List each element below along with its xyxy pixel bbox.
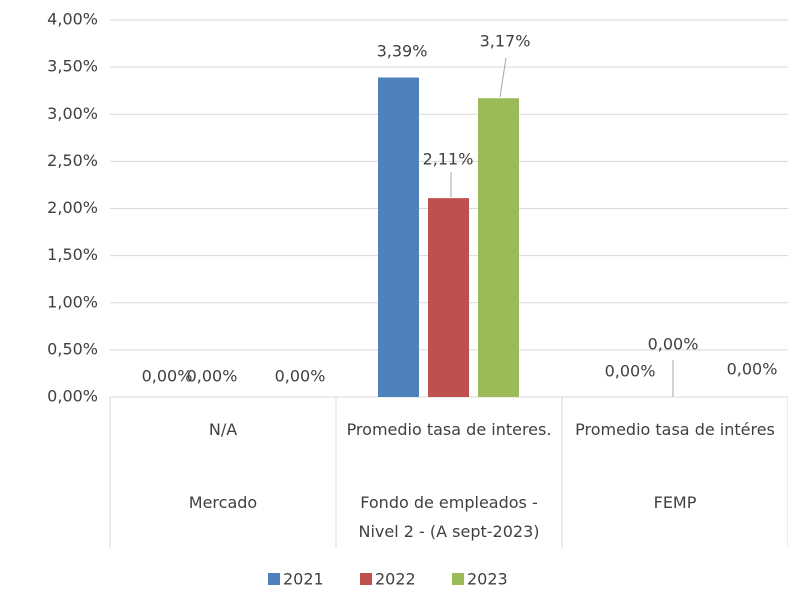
data-label: 3,17% (480, 32, 531, 51)
y-tick-label: 4,00% (47, 10, 98, 29)
y-tick-label: 0,50% (47, 339, 98, 358)
data-label: 0,00% (275, 367, 326, 386)
bar (478, 98, 519, 397)
y-tick-label: 2,50% (47, 151, 98, 170)
leader-line (499, 57, 507, 98)
data-label: 0,00% (727, 360, 778, 379)
bar (428, 198, 469, 397)
x-tick-label: N/A (208, 420, 238, 439)
legend-label: 2023 (467, 570, 508, 589)
y-tick-label: 3,50% (47, 57, 98, 76)
y-tick-label: 1,50% (47, 245, 98, 264)
y-tick-label: 1,00% (47, 292, 98, 311)
data-label: 2,11% (423, 150, 474, 169)
x-group-label: Fondo de empleados - Nivel 2 - (A sept-2… (358, 493, 540, 541)
legend-label: 2021 (283, 570, 324, 589)
legend-swatch (360, 573, 372, 585)
y-tick-label: 2,00% (47, 198, 98, 217)
legend-label: 2022 (375, 570, 416, 589)
x-group-label: FEMP (653, 493, 697, 512)
data-label: 0,00% (187, 367, 238, 386)
legend-swatch (452, 573, 464, 585)
y-tick-label: 0,00% (47, 387, 98, 406)
data-label: 0,00% (648, 335, 699, 354)
data-label: 0,00% (142, 367, 193, 386)
y-tick-label: 3,00% (47, 104, 98, 123)
data-label: 0,00% (605, 362, 656, 381)
data-label: 3,39% (377, 42, 428, 61)
bar (378, 77, 419, 398)
legend-swatch (268, 573, 280, 585)
x-tick-label: Promedio tasa de interes. (346, 420, 552, 439)
x-group-label: Mercado (188, 493, 258, 512)
x-tick-label: Promedio tasa de intéres (575, 420, 775, 439)
